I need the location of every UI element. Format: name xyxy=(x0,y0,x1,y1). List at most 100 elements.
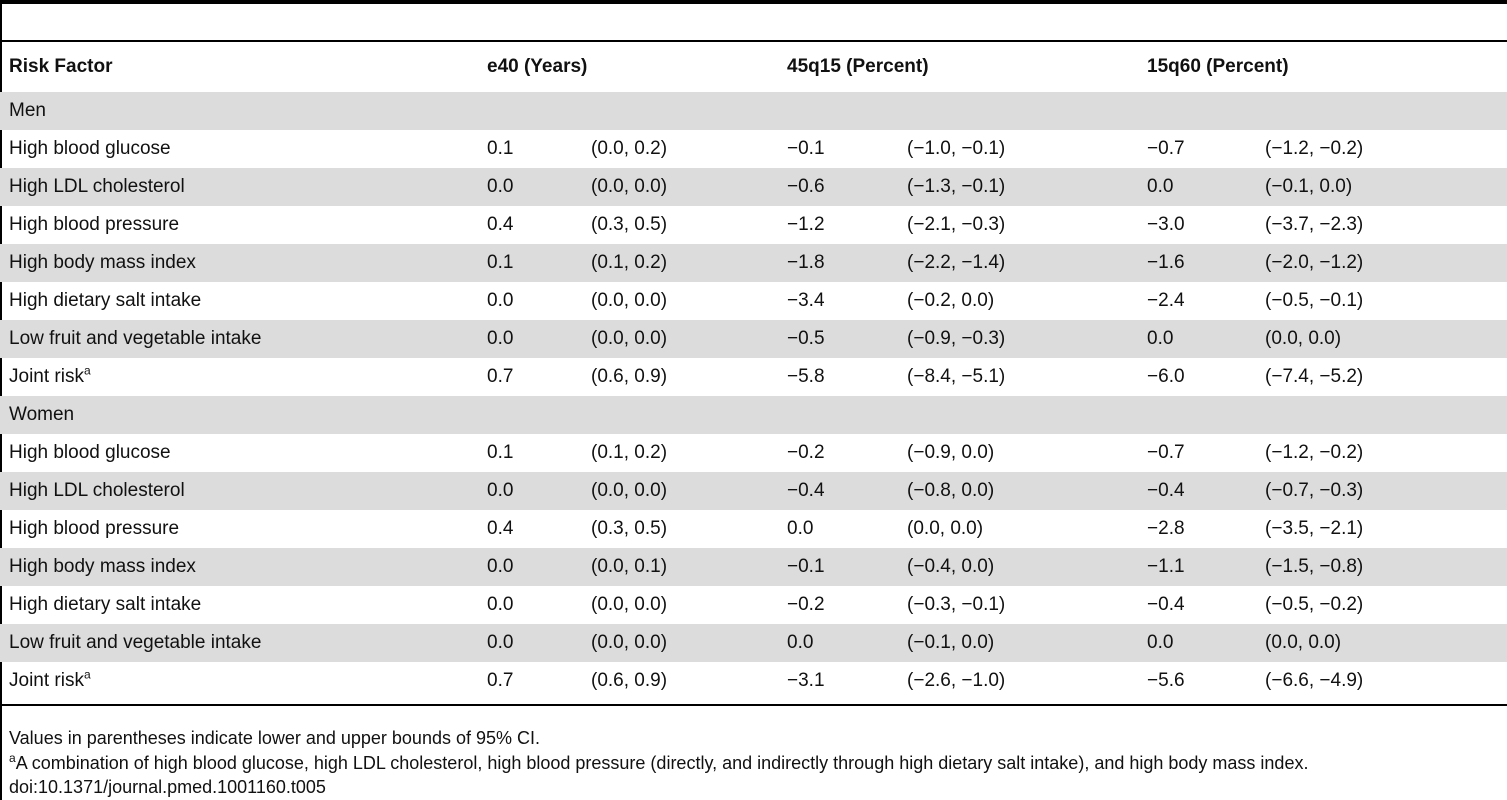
e40-ci-cell: (0.3, 0.5) xyxy=(591,214,668,235)
header-e40: e40 (Years) xyxy=(487,56,588,77)
q15-ci-cell: (−2.2, −1.4) xyxy=(898,244,1139,282)
table-row: High dietary salt intake 0.0 (0.0, 0.0) −0.… xyxy=(0,586,1507,624)
risk-factor-cell: Joint riska xyxy=(0,358,478,396)
e40-ci-cell: (0.6, 0.9) xyxy=(591,366,668,387)
e40-ci-cell: (0.1, 0.2) xyxy=(582,244,779,282)
risk-factor-cell: High blood glucose xyxy=(0,434,478,472)
q15-ci-cell: (−2.1, −0.3) xyxy=(907,214,1006,235)
risk-factor-cell: High body mass index xyxy=(0,244,478,282)
header-45q15: 45q15 (Percent) xyxy=(787,56,929,77)
table-footnotes: Values in parentheses indicate lower and… xyxy=(9,726,1308,800)
risk-factor-table: Risk Factor e40 (Years) 45q15 (Percent) … xyxy=(0,42,1507,700)
risk-factor-label: High blood glucose xyxy=(9,138,171,159)
group-row-men: Men xyxy=(0,92,1507,130)
header-15q60: 15q60 (Percent) xyxy=(1147,56,1289,77)
risk-factor-cell: High LDL cholesterol xyxy=(0,472,478,510)
risk-factor-label: High blood pressure xyxy=(9,518,180,539)
group-label: Men xyxy=(0,92,1507,130)
risk-factor-label: High LDL cholesterol xyxy=(9,176,185,197)
e40-ci-cell: (0.6, 0.9) xyxy=(591,670,668,691)
table-body: Men High blood glucose 0.1 (0.0, 0.2) −0.1 (−… xyxy=(0,92,1507,700)
q60-ci-cell: (−1.5, −0.8) xyxy=(1256,548,1507,586)
risk-factor-label: High body mass index xyxy=(9,556,196,577)
group-label: Women xyxy=(0,396,1507,434)
table-row: High body mass index 0.0 (0.0, 0.1) −0.1 (−0… xyxy=(0,548,1507,586)
q60-value-cell: −5.6 xyxy=(1147,670,1185,691)
risk-factor-label: Joint risk xyxy=(9,366,84,387)
table-row: High blood pressure 0.4 (0.3, 0.5) 0.0 (0.0,… xyxy=(0,510,1507,548)
q60-value-cell: −0.7 xyxy=(1147,138,1185,159)
table-header-rule xyxy=(0,40,1507,42)
e40-value-cell: 0.0 xyxy=(478,548,582,586)
table-top-rule xyxy=(0,0,1507,4)
table-row: Low fruit and vegetable intake 0.0 (0.0, 0… xyxy=(0,624,1507,662)
footnote-marker: a xyxy=(83,667,91,682)
q15-value-cell: 0.0 xyxy=(778,624,899,662)
risk-factor-label: Low fruit and vegetable intake xyxy=(9,632,262,653)
doi-text: doi:10.1371/journal.pmed.1001160.t005 xyxy=(9,777,326,797)
risk-factor-label: High blood pressure xyxy=(9,214,180,235)
footnote-a-marker: a xyxy=(9,750,16,765)
footnote-a-text: A combination of high blood glucose, hig… xyxy=(15,752,1309,773)
e40-ci-cell: (0.0, 0.0) xyxy=(591,290,668,311)
q15-value-cell: −0.2 xyxy=(787,442,825,463)
table-row: High LDL cholesterol 0.0 (0.0, 0.0) −0.4 (−0… xyxy=(0,472,1507,510)
q60-ci-cell: (−0.7, −0.3) xyxy=(1256,472,1507,510)
q15-value-cell: −5.8 xyxy=(787,366,825,387)
table-bottom-rule xyxy=(0,704,1507,706)
e40-ci-cell: (0.0, 0.0) xyxy=(582,320,779,358)
e40-value-cell: 0.7 xyxy=(487,670,514,691)
q15-ci-cell: (−0.3, −0.1) xyxy=(907,594,1006,615)
q15-value-cell: −3.4 xyxy=(787,290,825,311)
q15-ci-cell: (−1.3, −0.1) xyxy=(898,168,1139,206)
q60-ci-cell: (−2.0, −1.2) xyxy=(1256,244,1507,282)
q15-ci-cell: (−0.9, 0.0) xyxy=(907,442,995,463)
q60-value-cell: −0.4 xyxy=(1147,594,1185,615)
q15-ci-cell: (−0.8, 0.0) xyxy=(898,472,1139,510)
q60-ci-cell: (−3.7, −2.3) xyxy=(1265,214,1364,235)
risk-factor-label: High body mass index xyxy=(9,252,196,273)
q60-value-cell: −0.7 xyxy=(1147,442,1185,463)
q60-value-cell: −6.0 xyxy=(1147,366,1185,387)
e40-value-cell: 0.4 xyxy=(487,518,514,539)
q60-ci-cell: (0.0, 0.0) xyxy=(1256,320,1507,358)
q60-value-cell: −3.0 xyxy=(1147,214,1185,235)
q15-value-cell: −1.8 xyxy=(778,244,899,282)
table-row: High dietary salt intake 0.0 (0.0, 0.0) −3.… xyxy=(0,282,1507,320)
risk-factor-label: Low fruit and vegetable intake xyxy=(9,328,262,349)
e40-ci-cell: (0.1, 0.2) xyxy=(591,442,668,463)
risk-factor-label: High dietary salt intake xyxy=(9,594,202,615)
q60-ci-cell: (−3.5, −2.1) xyxy=(1265,518,1364,539)
q15-ci-cell: (0.0, 0.0) xyxy=(907,518,984,539)
e40-value-cell: 0.1 xyxy=(478,244,582,282)
e40-value-cell: 0.7 xyxy=(487,366,514,387)
risk-factor-label: High LDL cholesterol xyxy=(9,480,185,501)
q60-value-cell: −2.8 xyxy=(1147,518,1185,539)
risk-factor-cell: High LDL cholesterol xyxy=(0,168,478,206)
q15-ci-cell: (−1.0, −0.1) xyxy=(907,138,1006,159)
footnote-marker: a xyxy=(83,363,91,378)
risk-factor-cell: High blood pressure xyxy=(0,206,478,244)
q60-value-cell: −1.1 xyxy=(1138,548,1257,586)
header-risk-factor: Risk Factor xyxy=(9,56,113,77)
q15-ci-cell: (−0.2, 0.0) xyxy=(907,290,995,311)
q15-value-cell: −1.2 xyxy=(787,214,825,235)
table-row: High body mass index 0.1 (0.1, 0.2) −1.8 (−2… xyxy=(0,244,1507,282)
e40-ci-cell: (0.0, 0.0) xyxy=(582,472,779,510)
q60-ci-cell: (−1.2, −0.2) xyxy=(1265,138,1364,159)
q60-value-cell: 0.0 xyxy=(1138,320,1257,358)
footnote-a: aA combination of high blood glucose, hi… xyxy=(9,751,1308,776)
q15-ci-cell: (−0.4, 0.0) xyxy=(898,548,1139,586)
q60-ci-cell: (−0.5, −0.1) xyxy=(1265,290,1364,311)
risk-factor-cell: High dietary salt intake xyxy=(0,282,478,320)
e40-value-cell: 0.0 xyxy=(478,624,582,662)
risk-factor-cell: High blood glucose xyxy=(0,130,478,168)
q60-value-cell: −1.6 xyxy=(1138,244,1257,282)
table-row: High blood glucose 0.1 (0.1, 0.2) −0.2 (−0.9… xyxy=(0,434,1507,472)
e40-ci-cell: (0.0, 0.0) xyxy=(582,624,779,662)
e40-value-cell: 0.1 xyxy=(487,138,514,159)
table-row: High blood glucose 0.1 (0.0, 0.2) −0.1 (−1.0… xyxy=(0,130,1507,168)
group-row-women: Women xyxy=(0,396,1507,434)
table-row: Low fruit and vegetable intake 0.0 (0.0, 0… xyxy=(0,320,1507,358)
q15-value-cell: −0.4 xyxy=(778,472,899,510)
